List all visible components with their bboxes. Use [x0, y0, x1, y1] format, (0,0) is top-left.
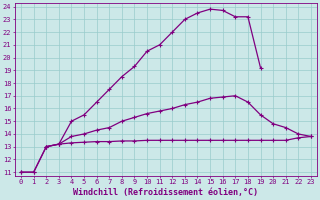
X-axis label: Windchill (Refroidissement éolien,°C): Windchill (Refroidissement éolien,°C) — [74, 188, 259, 197]
